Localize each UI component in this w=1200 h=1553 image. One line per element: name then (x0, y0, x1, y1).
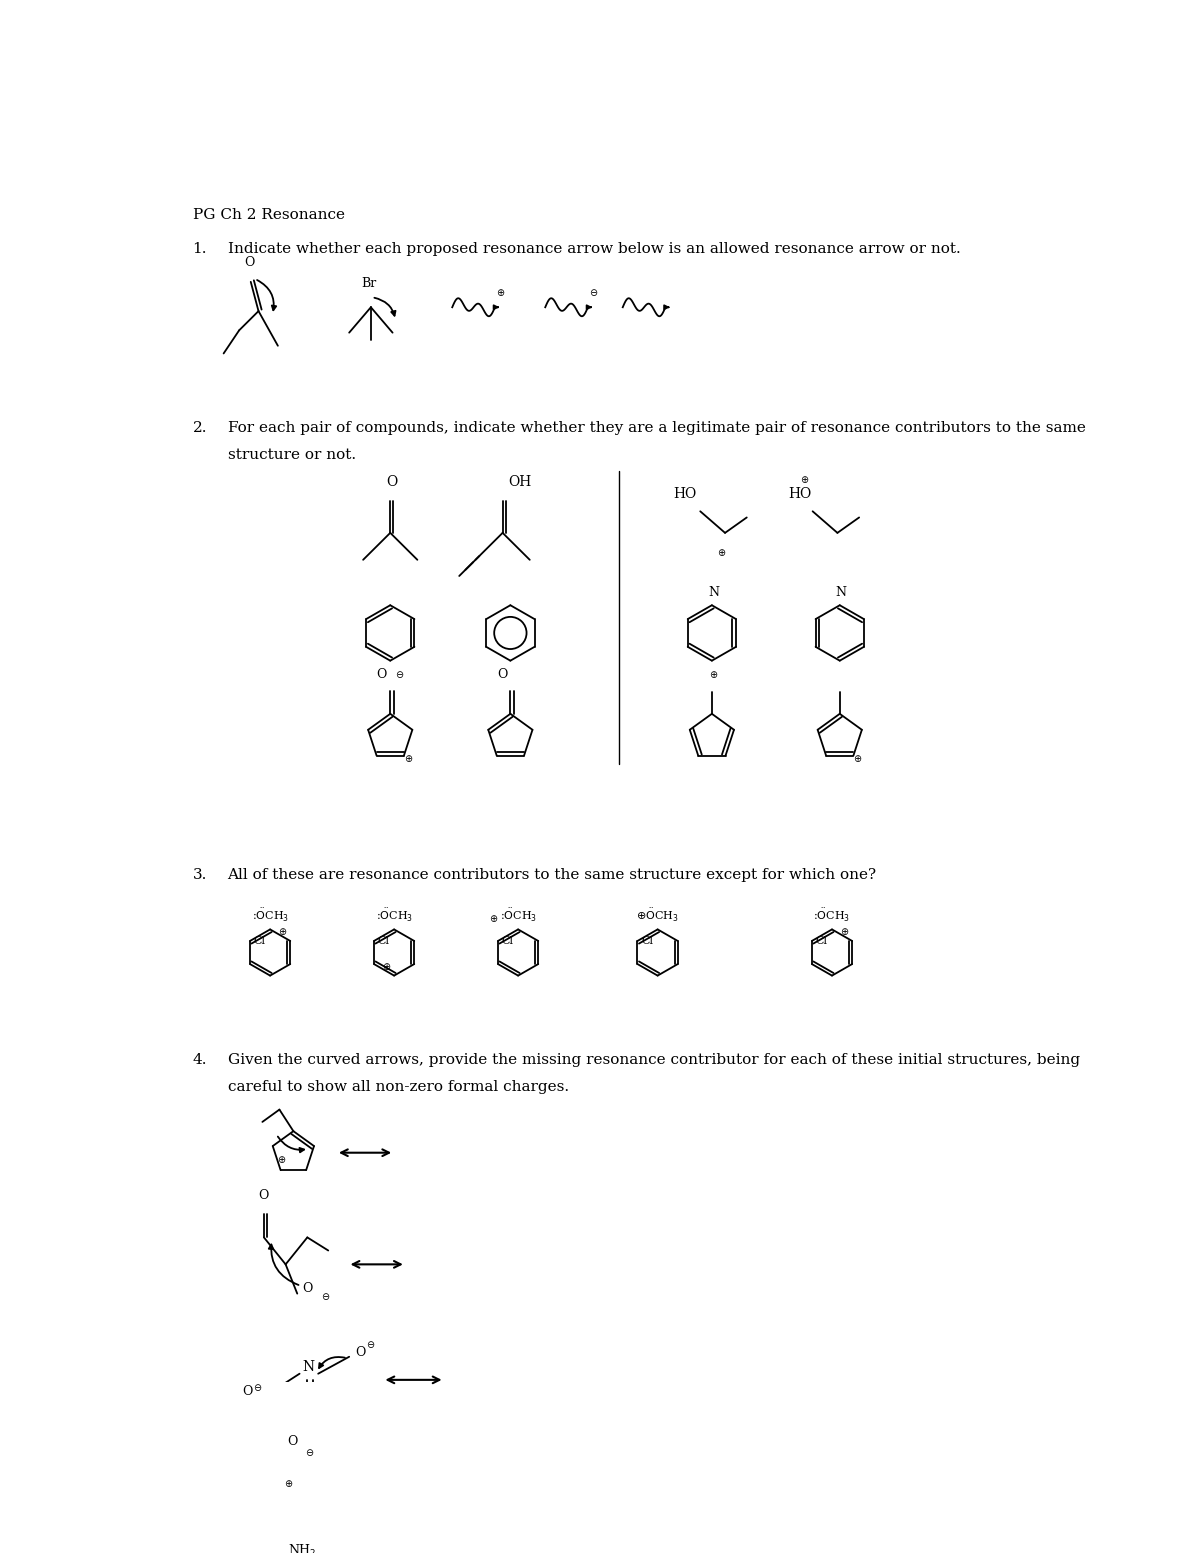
Text: For each pair of compounds, indicate whether they are a legitimate pair of reson: For each pair of compounds, indicate whe… (228, 421, 1085, 435)
Text: $\oplus$: $\oplus$ (278, 926, 287, 936)
Text: 3.: 3. (193, 868, 208, 882)
Text: $\oplus$: $\oplus$ (709, 669, 718, 680)
Text: Cl: Cl (816, 936, 828, 946)
Text: 2.: 2. (193, 421, 208, 435)
Text: :$\ddot{\rm O}$CH$_3$: :$\ddot{\rm O}$CH$_3$ (814, 907, 851, 924)
Text: $\oplus$: $\oplus$ (497, 287, 505, 298)
Text: O: O (302, 1283, 313, 1295)
Text: O: O (376, 668, 386, 682)
Text: $\oplus$: $\oplus$ (718, 547, 726, 558)
Text: $\ominus$: $\ominus$ (589, 287, 599, 298)
Text: Cl: Cl (641, 936, 653, 946)
Text: $\oplus$: $\oplus$ (284, 1478, 294, 1489)
Text: PG Ch 2 Resonance: PG Ch 2 Resonance (193, 208, 344, 222)
Text: HO: HO (673, 486, 696, 500)
Text: Cl: Cl (502, 936, 514, 946)
Text: $\ominus$: $\ominus$ (366, 1339, 376, 1350)
Text: $\ominus$: $\ominus$ (322, 1291, 330, 1303)
Text: :$\ddot{\rm O}$CH$_3$: :$\ddot{\rm O}$CH$_3$ (252, 907, 289, 924)
Text: Cl: Cl (378, 936, 390, 946)
Text: $\oplus$: $\oplus$ (799, 474, 809, 485)
Text: OH: OH (508, 475, 532, 489)
Text: N: N (708, 585, 719, 599)
Text: NH$_2$: NH$_2$ (288, 1544, 317, 1553)
Text: :$\ddot{\rm O}$CH$_3$: :$\ddot{\rm O}$CH$_3$ (499, 907, 536, 924)
Text: Cl: Cl (254, 936, 266, 946)
Text: N: N (302, 1360, 314, 1374)
Text: O: O (242, 1385, 253, 1398)
Text: structure or not.: structure or not. (228, 449, 355, 463)
Text: N: N (835, 585, 847, 599)
Text: All of these are resonance contributors to the same structure except for which o: All of these are resonance contributors … (228, 868, 877, 882)
Text: Br: Br (361, 276, 377, 289)
Text: Given the curved arrows, provide the missing resonance contributor for each of t: Given the curved arrows, provide the mis… (228, 1053, 1080, 1067)
Text: 1.: 1. (193, 242, 208, 256)
Text: O: O (355, 1345, 366, 1359)
Text: $\oplus$: $\oplus$ (277, 1154, 286, 1165)
Text: Indicate whether each proposed resonance arrow below is an allowed resonance arr: Indicate whether each proposed resonance… (228, 242, 960, 256)
Text: :$\ddot{\rm O}$CH$_3$: :$\ddot{\rm O}$CH$_3$ (376, 907, 413, 924)
Text: $\oplus$: $\oplus$ (853, 753, 863, 764)
Text: $\oplus$: $\oplus$ (403, 753, 413, 764)
Text: $\oplus$: $\oplus$ (382, 961, 391, 972)
Text: O: O (386, 475, 397, 489)
Text: $\oplus\ddot{\rm O}$CH$_3$: $\oplus\ddot{\rm O}$CH$_3$ (636, 907, 679, 924)
Text: $\ominus$: $\ominus$ (395, 669, 404, 680)
Text: O: O (244, 256, 254, 269)
Text: O: O (259, 1190, 269, 1202)
Text: O: O (498, 668, 508, 682)
Text: careful to show all non-zero formal charges.: careful to show all non-zero formal char… (228, 1079, 569, 1093)
Text: 4.: 4. (193, 1053, 208, 1067)
Text: HO: HO (788, 486, 811, 500)
Text: $\ominus$: $\ominus$ (253, 1382, 263, 1393)
Text: O: O (288, 1435, 298, 1449)
Text: $\oplus$: $\oplus$ (840, 926, 850, 936)
Text: $\ominus$: $\ominus$ (305, 1447, 314, 1458)
Text: $\oplus$: $\oplus$ (490, 913, 499, 924)
